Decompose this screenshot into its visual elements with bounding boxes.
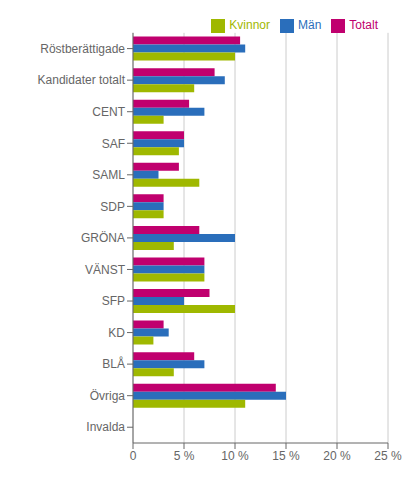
svg-text:20 %: 20 % bbox=[323, 449, 351, 463]
svg-text:CENT: CENT bbox=[92, 105, 125, 119]
svg-text:SAF: SAF bbox=[102, 137, 125, 151]
svg-text:25 %: 25 % bbox=[374, 449, 402, 463]
svg-text:SDP: SDP bbox=[100, 200, 125, 214]
svg-text:10 %: 10 % bbox=[221, 449, 249, 463]
svg-text:Invalda: Invalda bbox=[86, 420, 125, 434]
svg-text:SFP: SFP bbox=[102, 294, 125, 308]
svg-text:Kandidater totalt: Kandidater totalt bbox=[38, 73, 126, 87]
svg-text:VÄNST: VÄNST bbox=[85, 263, 126, 277]
svg-text:Övriga: Övriga bbox=[90, 389, 126, 403]
html-text:Män: Män bbox=[298, 18, 322, 32]
html-text:Kvinnor: Kvinnor bbox=[229, 18, 270, 32]
svg-text:KD: KD bbox=[108, 326, 125, 340]
svg-text:5 %: 5 % bbox=[174, 449, 195, 463]
html-text:Totalt: Totalt bbox=[349, 18, 378, 32]
svg-text:15 %: 15 % bbox=[272, 449, 300, 463]
svg-text:GRÖNA: GRÖNA bbox=[81, 231, 125, 245]
svg-text:BLÅ: BLÅ bbox=[102, 356, 125, 371]
svg-text:Röstberättigade: Röstberättigade bbox=[40, 42, 125, 56]
svg-text:0: 0 bbox=[130, 449, 137, 463]
svg-text:SAML: SAML bbox=[92, 168, 125, 182]
